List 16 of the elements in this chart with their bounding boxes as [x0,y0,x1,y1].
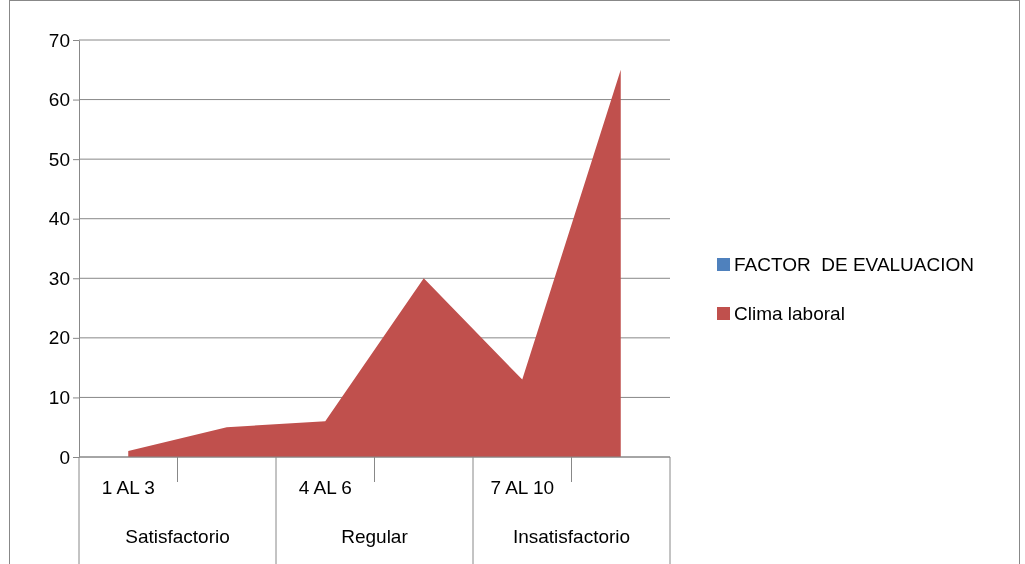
y-tick-label: 30 [48,267,70,289]
x-tick-label: 7 AL 10 [490,477,555,498]
text: Insatisfactorio [512,526,631,547]
y-tick-label: 20 [48,327,70,349]
text: Regular [341,526,409,547]
y-tick-label: 60 [48,89,70,111]
legend-label: Clima laboral [734,303,845,324]
y-tick-label: 10 [48,387,70,409]
text: Satisfactorio [125,526,230,547]
x-tick-label: 1 AL 3 [101,477,155,498]
y-tick-label: 70 [48,29,70,51]
x-tick-label: 4 AL 6 [298,477,352,498]
y-tick-label: 0 [59,446,70,468]
legend-label: FACTOR DE EVALUACION [734,254,975,275]
y-tick-label: 40 [48,208,70,230]
y-tick-label: 50 [48,148,70,170]
